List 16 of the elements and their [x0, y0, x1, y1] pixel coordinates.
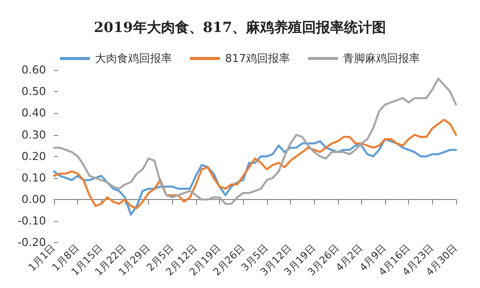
line-series [53, 118, 457, 210]
legend-label: 大肉食鸡回报率 [95, 52, 172, 65]
y-tick-label: 0.00 [22, 193, 46, 206]
y-tick-label: 0.10 [22, 171, 46, 184]
legend-label: 青脚麻鸡回报率 [343, 52, 420, 65]
y-tick-label: 0.50 [22, 85, 46, 98]
y-tick-label: -0.20 [18, 236, 46, 250]
y-tick-label: 0.40 [22, 106, 46, 120]
chart-title: 2019年大肉食、817、麻鸡养殖回报率统计图 [94, 19, 386, 36]
y-tick-label: -0.10 [18, 214, 46, 228]
y-tick-label: 0.20 [22, 150, 46, 163]
legend-label: 817鸡回报率 [225, 52, 290, 65]
line-series [53, 78, 457, 205]
y-tick-label: 0.30 [22, 128, 46, 142]
line-series [53, 138, 457, 216]
y-tick-label: 0.60 [22, 64, 46, 76]
